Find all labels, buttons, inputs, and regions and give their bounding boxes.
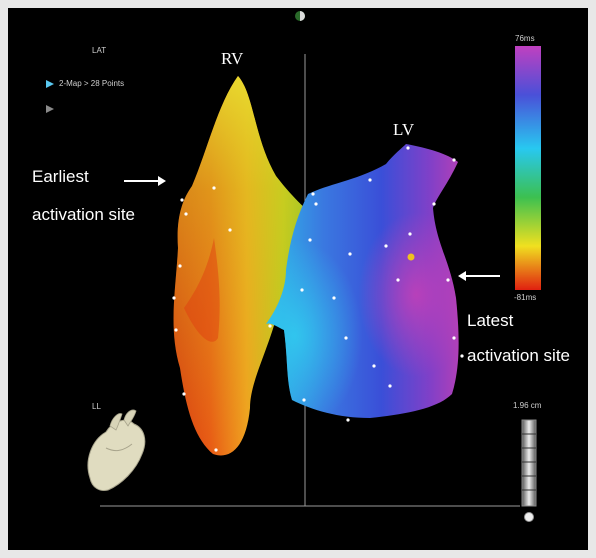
rv-chamber-mesh: [173, 76, 320, 456]
earliest-label-line1: Earliest: [32, 167, 89, 186]
heart-orientation-icon: [87, 409, 146, 491]
catheter-tip-marker: [407, 253, 415, 261]
rv-label: RV: [221, 49, 244, 68]
map-viewport[interactable]: LAT 2-Map > 28 Points RV LV Earliest act…: [8, 8, 588, 550]
scale-bar-label: 1.96 cm: [513, 401, 542, 410]
activation-map-scene: [87, 11, 541, 522]
map-points: [172, 146, 464, 452]
map-type-label: LAT: [92, 46, 107, 55]
map-item-label: 2-Map > 28 Points: [59, 79, 125, 88]
earliest-arrow-icon: [124, 176, 166, 186]
scale-max-label: 76ms: [515, 34, 535, 43]
orientation-ball-icon: [295, 11, 305, 21]
earliest-label-line2: activation site: [32, 205, 135, 224]
scale-min-label: -81ms: [514, 293, 537, 302]
play-icon: [46, 80, 54, 88]
orientation-label: LL: [92, 402, 101, 411]
lv-label: LV: [393, 120, 415, 139]
color-scale-bar: [515, 46, 541, 290]
latest-label-line2: activation site: [467, 346, 570, 365]
lv-chamber-mesh: [266, 144, 459, 418]
map-list-item[interactable]: 2-Map > 28 Points: [46, 79, 186, 91]
distance-ruler-icon: [521, 419, 537, 522]
secondary-map-toggle[interactable]: [46, 100, 56, 113]
latest-label-line1: Latest: [467, 311, 514, 330]
play-icon: [46, 105, 54, 113]
latest-arrow-icon: [458, 271, 500, 281]
